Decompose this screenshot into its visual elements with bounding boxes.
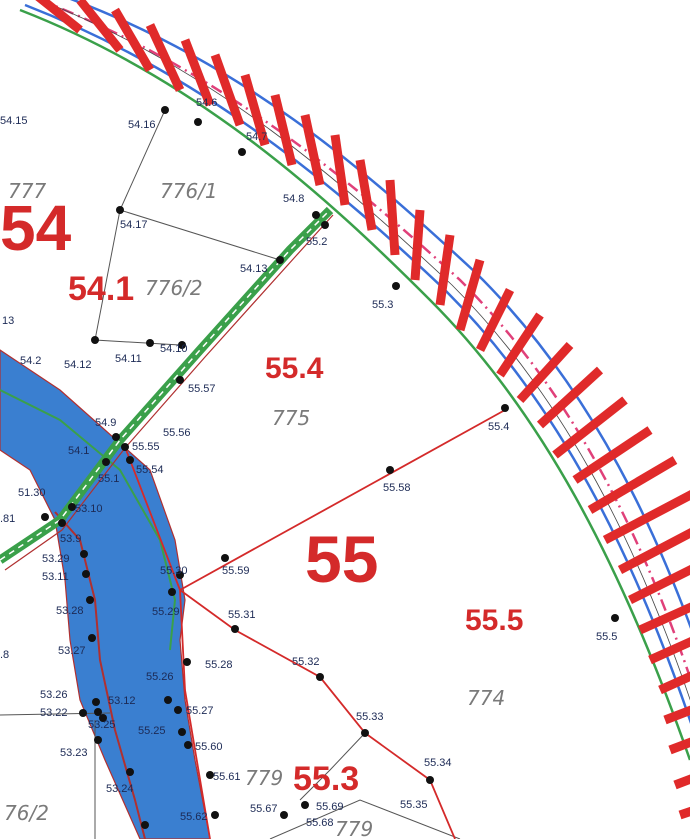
parcel-label: 779 [245,766,283,790]
point-label: 54.15 [0,115,28,127]
parcel-boundaries [0,109,461,839]
point-label: 55.54 [136,464,164,476]
point-label: 55.5 [596,631,617,643]
point-label: 55.25 [138,725,166,737]
point-label: 53.24 [106,783,134,795]
point-label: 54.16 [128,119,156,131]
zone-label: 55.3 [293,760,359,798]
railway-arc [19,0,690,820]
point-label: 55.26 [146,671,174,683]
point-label: 55.29 [152,606,180,618]
point-label: 54.11 [115,353,142,365]
point-label: 53.22 [40,707,68,719]
zone-label: 55 [305,522,378,596]
point-label: 54.9 [95,417,116,429]
point-label: 53.11 [42,571,69,583]
point-label: 55.61 [213,771,241,783]
point-label: 54.7 [246,131,267,143]
point-label: 54.8 [283,193,304,205]
point-label: 55.32 [292,656,320,668]
point-label: 55.31 [228,609,256,621]
parcel-label: 779 [335,817,373,839]
parcel-label: 777 [8,179,46,203]
parcel-label: 76/2 [4,801,49,825]
point-label: 55.2 [306,236,327,248]
point-label: 55.69 [316,801,344,813]
zone-label: 55.5 [465,604,523,637]
parcel-label: 776/2 [145,276,203,300]
point-label: .8 [0,649,9,661]
point-label: 55.59 [222,565,250,577]
point-label: 53.10 [75,503,103,515]
point-label: 54.1 [68,445,89,457]
point-label: 55.56 [163,427,191,439]
point-label: 55.55 [132,441,160,453]
point-label: 55.3 [372,299,393,311]
point-label: 55.1 [98,473,119,485]
point-label: 53.25 [88,719,116,731]
point-label: 54.13 [240,263,268,275]
point-label: 55.67 [250,803,278,815]
point-label: 53.12 [108,695,136,707]
point-label: 51.30 [18,487,46,499]
point-label: 53.9 [60,533,81,545]
point-label: 53.26 [40,689,68,701]
point-label: 54.17 [120,219,148,231]
point-label: 55.60 [195,741,223,753]
point-label: 53.28 [56,605,84,617]
point-label: 55.30 [160,565,188,577]
point-label: 53.23 [60,747,88,759]
zone-label: 54.1 [68,270,134,308]
point-label: 53.29 [42,553,70,565]
parcel-label: 774 [467,686,505,710]
point-label: 55.27 [186,705,214,717]
point-label: 55.62 [180,811,208,823]
point-label: 55.28 [205,659,233,671]
side-track [0,206,334,571]
zone-boundaries [124,409,506,839]
point-label: 54.2 [20,355,41,367]
point-label: 55.68 [306,817,334,829]
river-bank-line [54,511,146,839]
point-label: 53.27 [58,645,86,657]
point-label: 55.58 [383,482,411,494]
zone-label: 55.4 [265,352,324,385]
parcel-label: 775 [272,406,310,430]
point-label: 54.10 [160,343,188,355]
point-label: 54.12 [64,359,92,371]
river-centerline-green [0,389,177,651]
zone-label: 54 [0,192,72,264]
point-label: 55.33 [356,711,384,723]
point-label: 13 [2,315,14,327]
point-label: 55.34 [424,757,452,769]
point-label: .81 [0,513,15,525]
point-label: 55.4 [488,421,509,433]
point-label: 55.35 [400,799,428,811]
point-label: 54.6 [196,97,217,109]
parcel-label: 776/1 [160,179,218,203]
point-label: 55.57 [188,383,216,395]
survey-points [41,106,619,829]
